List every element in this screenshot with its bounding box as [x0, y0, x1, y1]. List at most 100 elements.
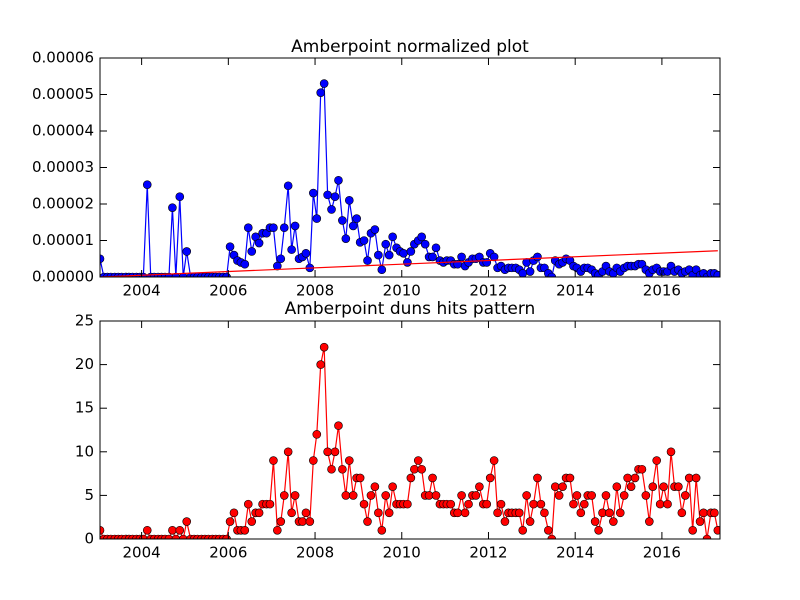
- marker: [529, 499, 538, 509]
- marker: [225, 517, 235, 526]
- marker: [290, 221, 300, 231]
- marker: [276, 517, 286, 526]
- x-tick-label: 2006: [209, 282, 247, 300]
- marker: [428, 473, 437, 483]
- marker: [301, 248, 311, 258]
- y-tick-label: 0.00002: [32, 195, 94, 213]
- marker: [182, 247, 192, 256]
- marker: [283, 447, 293, 457]
- marker: [168, 525, 177, 535]
- marker: [247, 517, 257, 526]
- marker: [659, 482, 668, 491]
- marker: [403, 499, 412, 509]
- marker: [569, 499, 578, 509]
- axes-frame: [99, 320, 721, 540]
- x-tick-label: 2012: [469, 544, 507, 562]
- marker: [273, 525, 282, 535]
- marker: [417, 232, 427, 242]
- marker: [554, 491, 564, 500]
- marker: [338, 216, 347, 225]
- marker: [565, 473, 575, 483]
- x-tick-label: 2008: [296, 282, 334, 300]
- marker: [475, 482, 484, 491]
- marker: [576, 508, 586, 518]
- marker: [403, 258, 412, 267]
- marker: [525, 267, 535, 276]
- marker: [713, 525, 720, 535]
- marker: [518, 525, 528, 535]
- marker: [496, 499, 506, 509]
- marker: [623, 473, 632, 483]
- marker: [240, 525, 250, 535]
- marker: [164, 534, 174, 539]
- marker: [327, 464, 336, 474]
- marker: [247, 247, 257, 256]
- marker: [688, 525, 697, 535]
- marker: [334, 175, 343, 185]
- marker: [399, 248, 408, 258]
- marker: [605, 508, 614, 518]
- x-tick-label: 2012: [469, 282, 507, 300]
- marker: [406, 473, 416, 483]
- marker: [471, 491, 481, 500]
- marker: [309, 188, 318, 198]
- marker: [287, 508, 296, 518]
- marker: [482, 499, 492, 509]
- x-tick-label: 2014: [556, 282, 594, 300]
- marker: [355, 473, 365, 483]
- x-tick-label: 2014: [556, 544, 594, 562]
- marker: [544, 525, 553, 535]
- marker: [283, 181, 293, 191]
- marker: [377, 265, 387, 275]
- marker: [341, 491, 351, 500]
- data-line: [100, 347, 719, 539]
- y-tick-label: 15: [75, 399, 94, 417]
- marker: [243, 223, 253, 233]
- marker: [457, 252, 466, 262]
- x-tick-label: 2008: [296, 544, 334, 562]
- marker: [536, 499, 546, 509]
- marker: [710, 508, 719, 518]
- marker: [417, 464, 427, 474]
- trend-line: [100, 250, 718, 277]
- marker: [522, 491, 531, 500]
- marker: [309, 456, 318, 465]
- marker: [327, 205, 336, 214]
- marker: [485, 473, 495, 483]
- marker: [348, 491, 358, 500]
- y-tick-label: 0.00004: [32, 122, 94, 140]
- x-tick-label: 2010: [383, 282, 421, 300]
- y-tick-label: 5: [84, 486, 94, 504]
- y-tick-label: 0.00005: [32, 85, 94, 103]
- marker: [269, 456, 278, 465]
- x-tick-label: 2016: [643, 544, 681, 562]
- marker: [609, 517, 618, 526]
- marker: [298, 517, 307, 526]
- marker: [265, 499, 275, 509]
- marker: [388, 232, 397, 242]
- marker: [533, 473, 542, 483]
- chart-title: Amberpoint duns hits pattern: [285, 299, 536, 319]
- marker: [601, 491, 611, 500]
- marker: [168, 203, 177, 212]
- marker: [699, 508, 708, 518]
- marker: [713, 270, 720, 277]
- x-tick-label: 2016: [643, 282, 681, 300]
- marker: [587, 491, 596, 500]
- marker: [464, 499, 473, 509]
- y-tick-label: 10: [75, 442, 94, 460]
- marker: [377, 525, 387, 535]
- marker: [540, 508, 549, 518]
- marker: [550, 482, 560, 491]
- marker: [363, 517, 372, 526]
- marker: [514, 508, 524, 518]
- y-tick-label: 0.00000: [32, 268, 94, 286]
- marker: [370, 482, 380, 491]
- marker: [100, 254, 105, 264]
- marker: [345, 196, 354, 205]
- marker: [655, 499, 665, 509]
- marker: [345, 456, 354, 465]
- marker: [290, 491, 300, 500]
- marker: [645, 517, 654, 526]
- marker: [547, 534, 557, 539]
